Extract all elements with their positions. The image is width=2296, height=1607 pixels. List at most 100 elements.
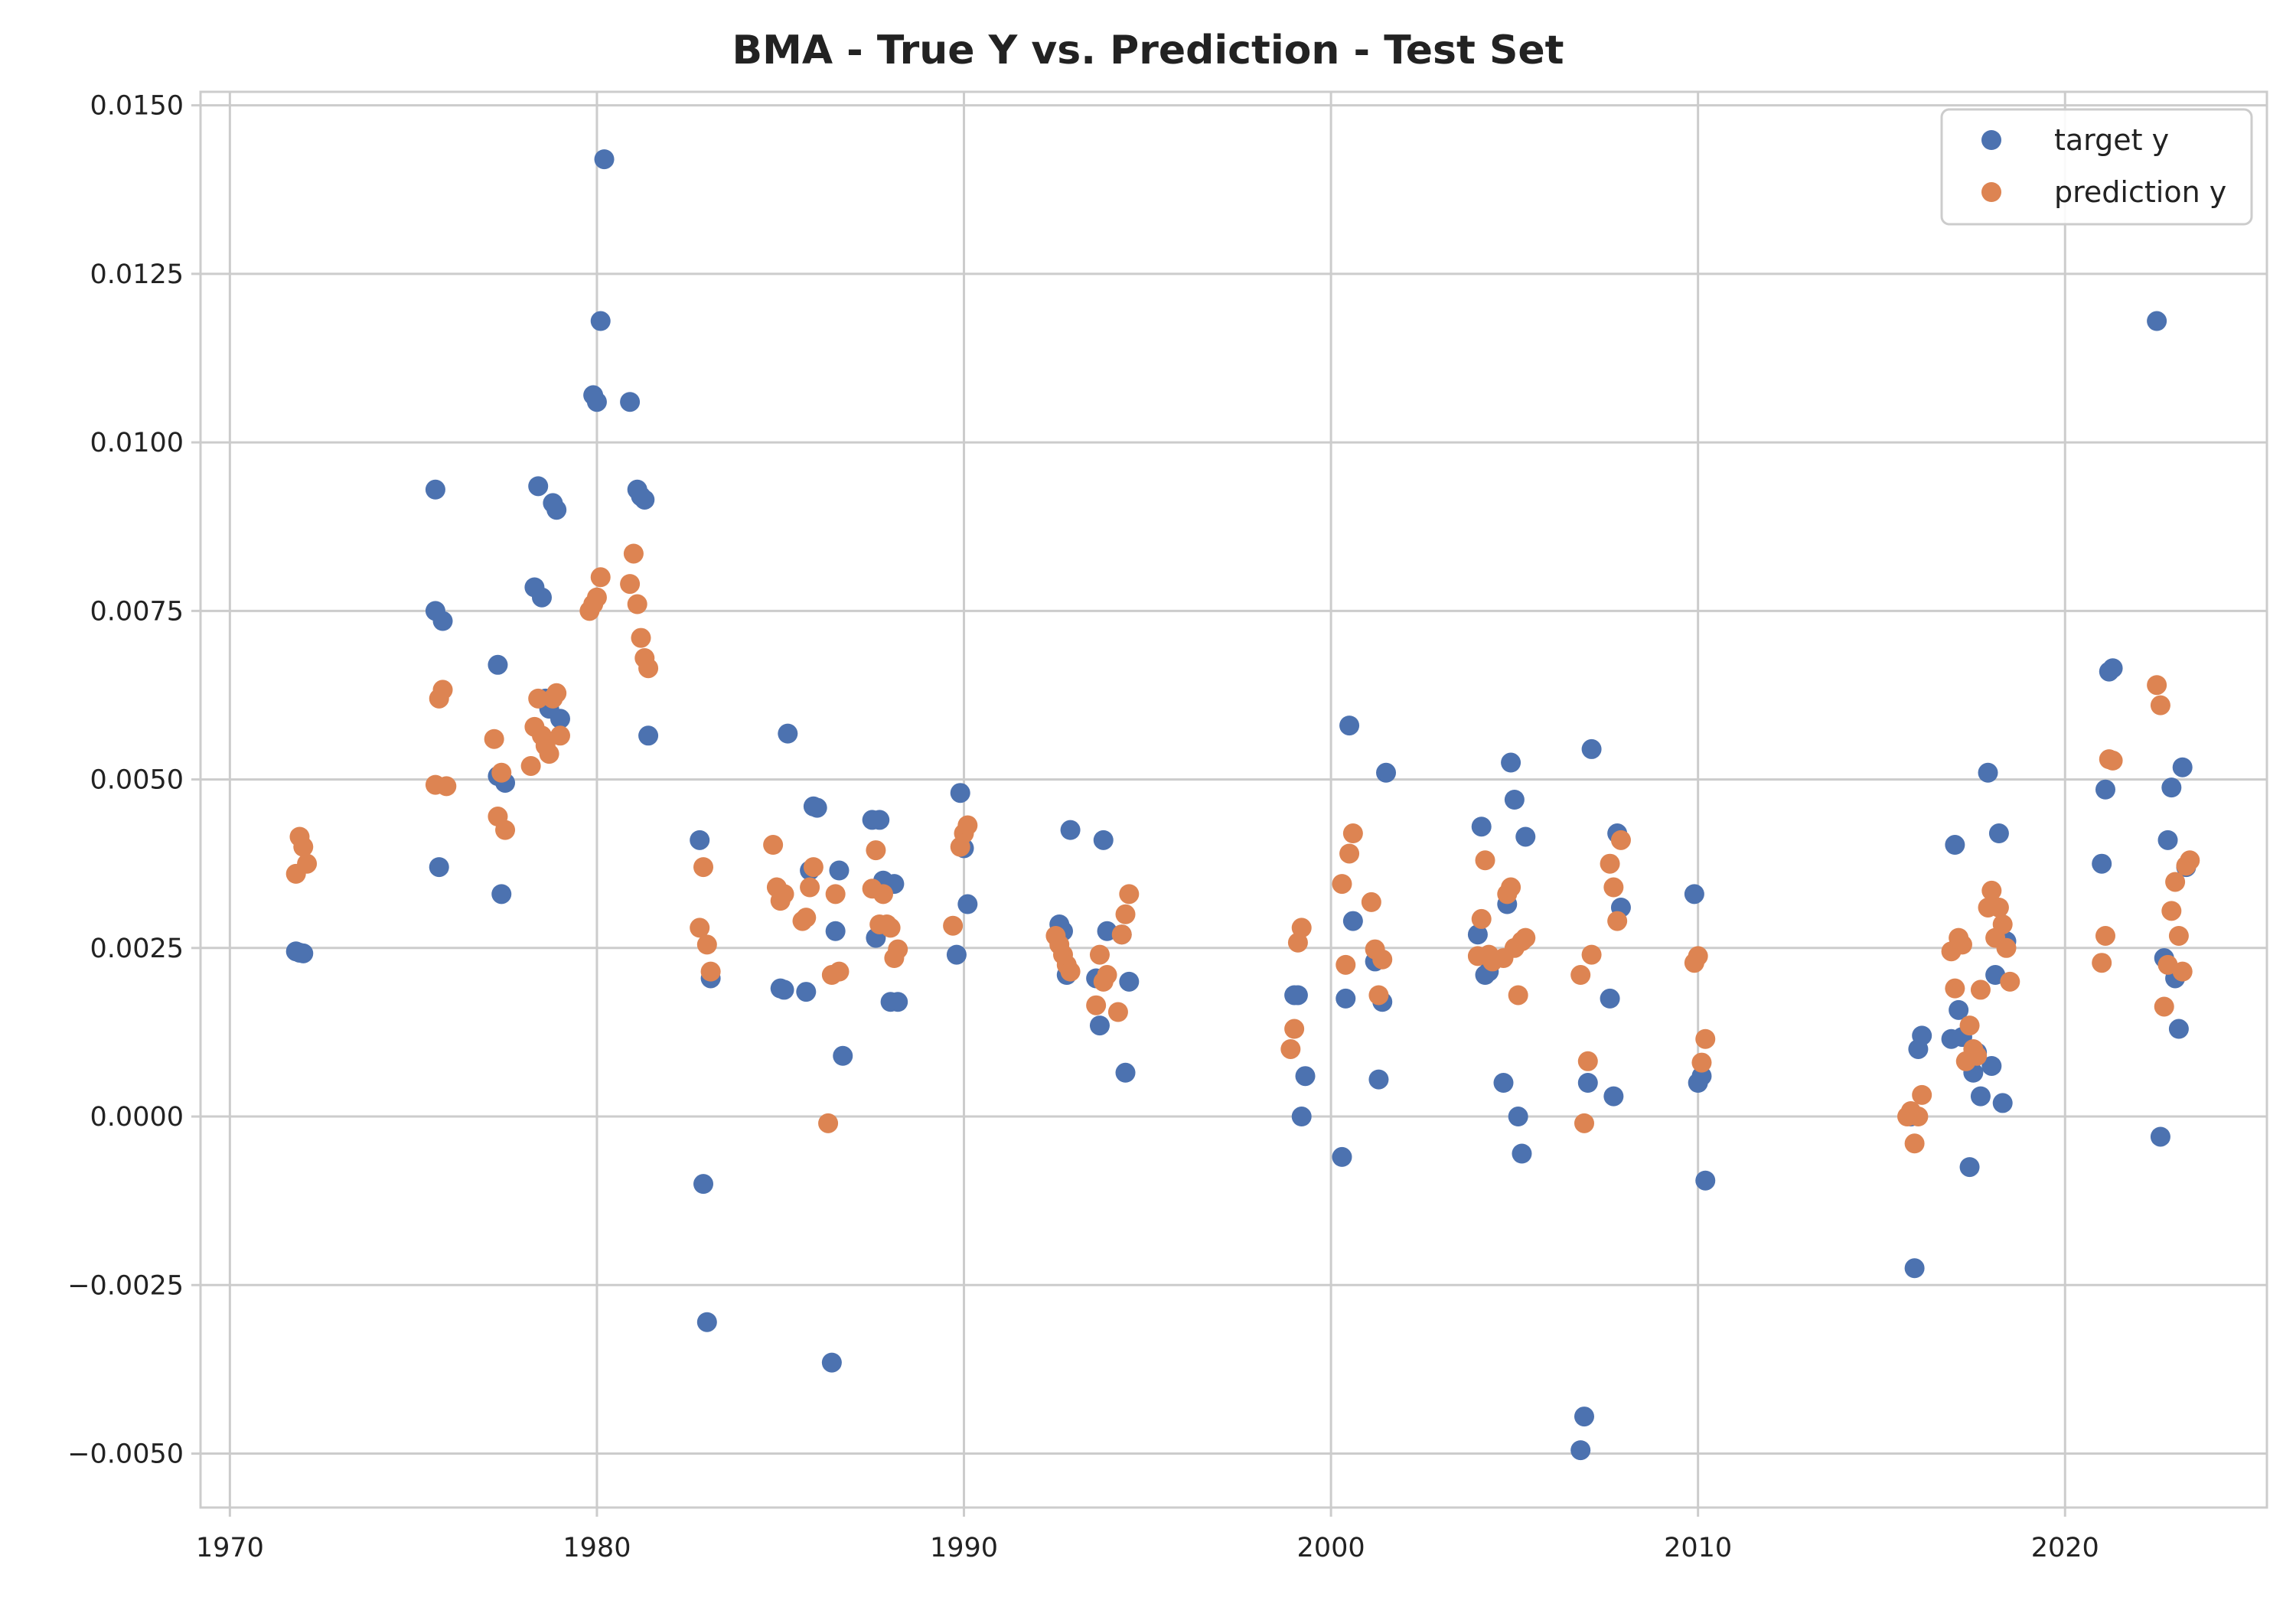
target-point [1508, 1107, 1528, 1127]
prediction-point [1577, 1051, 1598, 1071]
target-point [1581, 738, 1602, 759]
target-point [1959, 1157, 1980, 1178]
prediction-point [1981, 880, 2002, 901]
prediction-point [2165, 872, 2186, 892]
prediction-point [436, 776, 457, 797]
prediction-point [550, 725, 570, 746]
target-point [634, 489, 655, 510]
prediction-point [1372, 949, 1393, 970]
prediction-point [627, 594, 647, 614]
legend: target y prediction y [1940, 108, 2253, 226]
target-point [2161, 777, 2182, 798]
target-point [1515, 826, 1536, 847]
y-tick-label: 0.0100 [90, 428, 184, 458]
target-point [1978, 762, 1998, 783]
target-point [1970, 1086, 1991, 1107]
target-point [638, 725, 659, 746]
prediction-point [586, 587, 607, 608]
target-point [425, 479, 445, 500]
target-point [1570, 1440, 1591, 1461]
target-point [2092, 853, 2112, 874]
chart-title: BMA - True Y vs. Prediction - Test Set [732, 28, 1564, 73]
target-point [2150, 1126, 2170, 1147]
prediction-point [1342, 823, 1363, 844]
prediction-point [1280, 1038, 1301, 1059]
prediction-point [800, 877, 820, 898]
prediction-point [2095, 925, 2115, 946]
prediction-point [1089, 944, 1110, 965]
target-point [1501, 752, 1521, 773]
prediction-point [2161, 901, 2182, 921]
prediction-point [2092, 953, 2112, 973]
prediction-point [1988, 897, 2009, 918]
target-point [1512, 1143, 1532, 1164]
target-point [620, 392, 641, 412]
target-point [1471, 817, 1492, 837]
series-prediction-y [285, 543, 2200, 1154]
target-point [1912, 1025, 1932, 1046]
target-point [590, 311, 611, 331]
prediction-point [1908, 1107, 1929, 1127]
prediction-point [2000, 971, 2020, 992]
y-tick-label: −0.0025 [67, 1270, 184, 1301]
target-point [1093, 830, 1114, 850]
prediction-point [539, 744, 559, 764]
target-point [293, 943, 314, 963]
legend-label: prediction y [2054, 175, 2226, 209]
prediction-point [1992, 914, 2013, 934]
target-point [1603, 1086, 1624, 1107]
target-point [1574, 1407, 1594, 1427]
prediction-point [1475, 850, 1495, 871]
target-point [1119, 971, 1140, 992]
target-point [1992, 1093, 2013, 1113]
target-point [1336, 988, 1356, 1009]
target-point [1287, 985, 1308, 1006]
target-point [1600, 988, 1620, 1009]
x-tick-label: 2020 [2031, 1533, 2099, 1563]
prediction-point [1086, 995, 1107, 1015]
prediction-point [1610, 830, 1631, 850]
prediction-point [1691, 1052, 1712, 1073]
target-point [957, 894, 978, 914]
prediction-point [1570, 965, 1591, 986]
y-tick-label: 0.0150 [90, 91, 184, 122]
prediction-point [880, 918, 901, 938]
prediction-point [1945, 978, 1965, 999]
target-point [1493, 1073, 1514, 1093]
prediction-point [1607, 911, 1628, 931]
prediction-point [491, 762, 512, 783]
prediction-point [2150, 695, 2170, 715]
target-point [1368, 1069, 1389, 1090]
legend-box [1940, 108, 2253, 226]
target-point [1060, 820, 1081, 840]
prediction-point [1097, 965, 1117, 986]
target-point [950, 783, 970, 804]
target-point [546, 500, 567, 520]
target-point [1904, 1258, 1925, 1279]
prediction-point [1115, 904, 1136, 924]
target-point [1291, 1107, 1312, 1127]
prediction-point [432, 680, 453, 700]
prediction-point [1284, 1019, 1305, 1039]
prediction-point [796, 908, 817, 928]
prediction-point [888, 939, 908, 960]
y-tick-label: 0.0075 [90, 596, 184, 627]
target-point [1684, 884, 1704, 905]
prediction-point [2147, 675, 2167, 696]
target-point [696, 1312, 717, 1332]
target-point [491, 884, 512, 905]
x-tick-label: 2010 [1664, 1533, 1732, 1563]
prediction-point [818, 1113, 839, 1133]
prediction-point [873, 884, 894, 905]
target-point [594, 149, 615, 170]
target-point [550, 709, 570, 729]
prediction-point [2154, 996, 2174, 1017]
target-point [774, 980, 794, 1000]
prediction-point [1967, 1045, 1988, 1066]
target-point [2102, 658, 2123, 679]
prediction-point [528, 688, 549, 709]
axis-ticks: 1970 1980 1990 2000 2010 2020 −0.0050 −0.0025 0.… [67, 91, 2099, 1563]
prediction-point [1339, 843, 1360, 864]
y-tick-label: 0.0025 [90, 934, 184, 964]
